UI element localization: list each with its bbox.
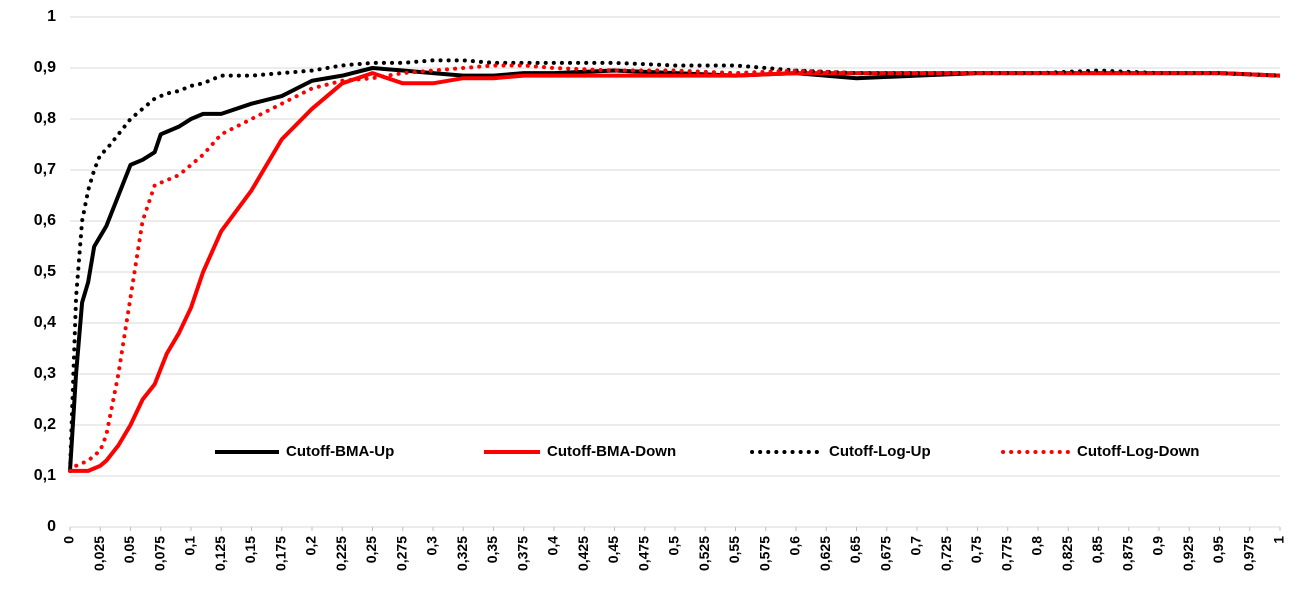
x-tick-label: 0,6 <box>787 536 803 556</box>
x-tick-label: 0,1 <box>182 536 198 556</box>
x-tick-label: 0,7 <box>908 536 924 556</box>
series-line <box>68 58 1282 473</box>
x-tick-label: 0,525 <box>696 536 712 571</box>
x-tick-label: 0,775 <box>998 536 1014 571</box>
y-tick-label: 0,6 <box>34 212 56 229</box>
x-tick-label: 0,625 <box>817 536 833 571</box>
x-tick-label: 0,875 <box>1119 536 1135 571</box>
legend-label: Cutoff-Log-Down <box>1077 443 1199 460</box>
x-tick-label: 0,5 <box>666 536 682 556</box>
x-tick-label: 0,325 <box>454 536 470 571</box>
legend-label: Cutoff-BMA-Down <box>547 443 676 460</box>
y-tick-label: 0,5 <box>34 263 56 280</box>
x-tick-label: 0,975 <box>1240 536 1256 571</box>
legend-label: Cutoff-BMA-Up <box>286 443 394 460</box>
x-tick-label: 0,925 <box>1180 536 1196 571</box>
x-tick-label: 0,75 <box>968 536 984 563</box>
x-tick-label: 0,375 <box>514 536 530 571</box>
x-tick-label: 0,25 <box>363 536 379 563</box>
x-tick-label: 0,55 <box>726 536 742 563</box>
y-tick-label: 0,4 <box>34 314 56 331</box>
legend-label: Cutoff-Log-Up <box>829 443 931 460</box>
y-tick-label: 0 <box>47 518 56 535</box>
x-tick-label: 0,85 <box>1089 536 1105 563</box>
x-tick-label: 0,35 <box>484 536 500 563</box>
x-tick-label: 0,725 <box>938 536 954 571</box>
y-tick-label: 0,7 <box>34 161 56 178</box>
x-tick-label: 0,175 <box>272 536 288 571</box>
x-tick-label: 0,825 <box>1059 536 1075 571</box>
x-tick-label: 0,3 <box>424 536 440 556</box>
y-tick-label: 0,3 <box>34 365 56 382</box>
x-tick-label: 1 <box>1271 536 1287 544</box>
x-tick-label: 0,575 <box>756 536 772 571</box>
x-tick-label: 0,4 <box>545 536 561 556</box>
x-tick-label: 0,425 <box>575 536 591 571</box>
series-line <box>68 66 1281 472</box>
x-tick-label: 0,65 <box>847 536 863 563</box>
x-tick-label: 0,075 <box>151 536 167 571</box>
y-tick-label: 1 <box>47 8 56 25</box>
x-tick-label: 0,95 <box>1210 536 1226 563</box>
x-tick-label: 0,9 <box>1150 536 1166 556</box>
x-tick-label: 0,025 <box>91 536 107 571</box>
x-tick-label: 0,45 <box>605 536 621 563</box>
x-tick-label: 0 <box>61 536 77 544</box>
y-tick-label: 0,9 <box>34 59 56 76</box>
y-tick-label: 0,8 <box>34 110 56 127</box>
x-tick-label: 0,15 <box>242 536 258 563</box>
y-tick-label: 0,1 <box>34 467 56 484</box>
series-line <box>68 63 1282 473</box>
x-tick-label: 0,125 <box>212 536 228 571</box>
y-tick-label: 0,2 <box>34 416 56 433</box>
x-tick-label: 0,675 <box>877 536 893 571</box>
x-tick-label: 0,05 <box>121 536 137 563</box>
x-tick-label: 0,275 <box>393 536 409 571</box>
x-tick-label: 0,475 <box>635 536 651 571</box>
x-tick-label: 0,2 <box>303 536 319 556</box>
x-tick-label: 0,225 <box>333 536 349 571</box>
x-tick-label: 0,8 <box>1029 536 1045 556</box>
